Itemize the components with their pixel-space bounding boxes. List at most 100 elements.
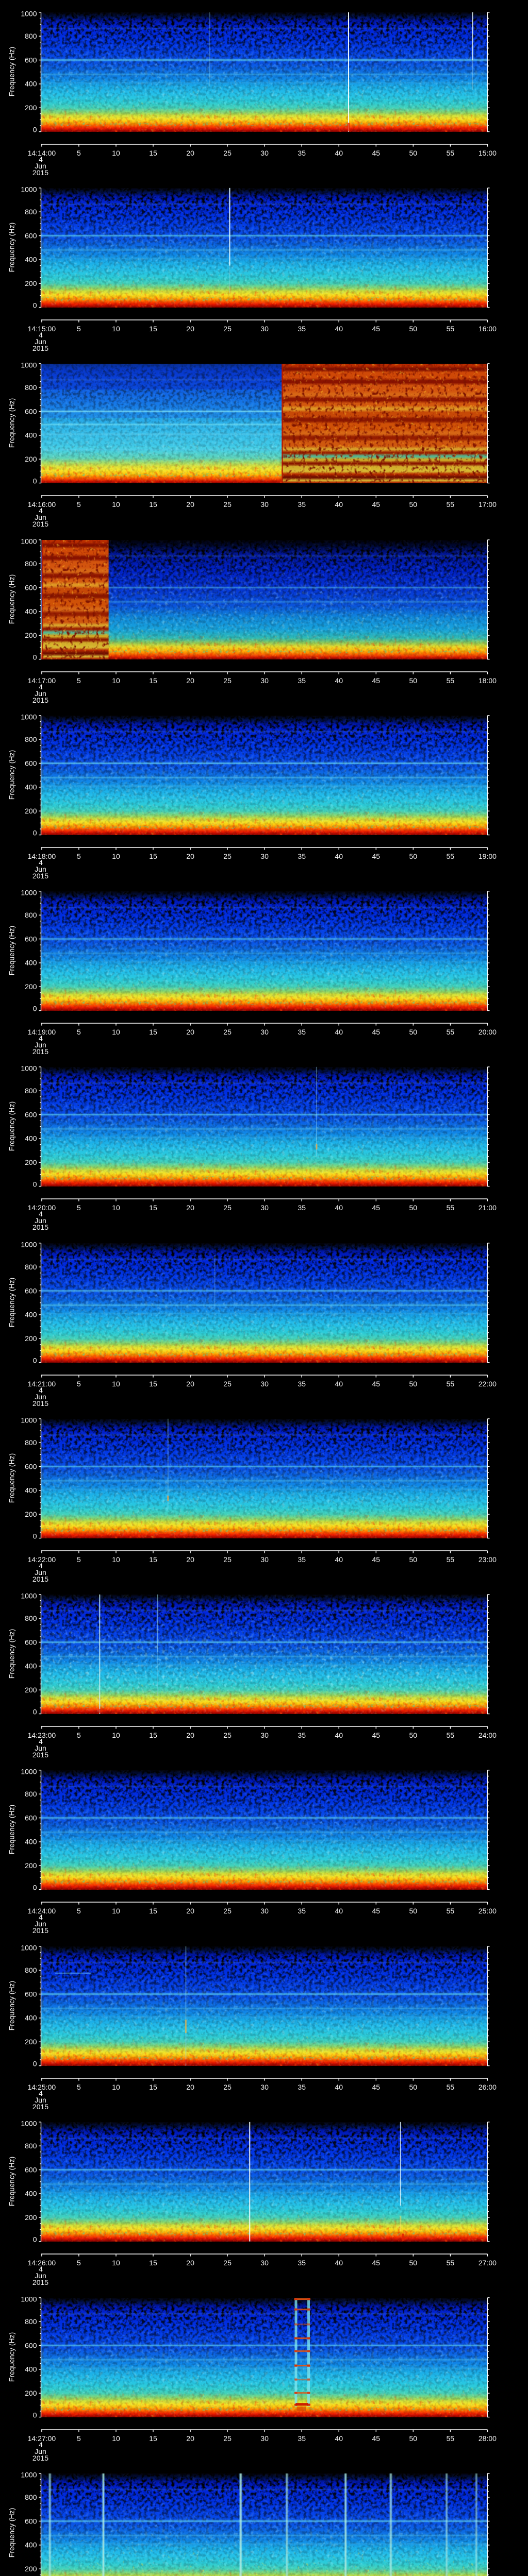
svg-text:Jun: Jun (35, 162, 46, 170)
svg-text:15: 15 (149, 852, 157, 860)
svg-text:55: 55 (447, 500, 455, 509)
svg-text:800: 800 (25, 1614, 37, 1622)
svg-text:25: 25 (223, 325, 232, 333)
svg-text:25: 25 (223, 1907, 232, 1915)
svg-text:200: 200 (25, 104, 37, 112)
svg-text:23:00: 23:00 (478, 1555, 497, 1564)
svg-text:25: 25 (223, 149, 232, 157)
svg-text:40: 40 (335, 325, 343, 333)
svg-text:35: 35 (298, 500, 306, 509)
svg-text:200: 200 (25, 1510, 37, 1518)
svg-text:Jun: Jun (35, 1744, 46, 1752)
svg-text:22:00: 22:00 (478, 1380, 497, 1388)
svg-text:10: 10 (112, 852, 120, 860)
svg-text:200: 200 (25, 2389, 37, 2397)
svg-text:800: 800 (25, 1087, 37, 1095)
svg-text:200: 200 (25, 2565, 37, 2573)
svg-text:20: 20 (186, 1731, 194, 1739)
svg-text:5: 5 (77, 500, 81, 509)
svg-text:2015: 2015 (32, 1223, 48, 1230)
svg-text:Frequency (Hz): Frequency (Hz) (7, 223, 15, 272)
svg-text:2015: 2015 (32, 1047, 48, 1055)
svg-text:Frequency (Hz): Frequency (Hz) (7, 2508, 15, 2557)
svg-text:17:00: 17:00 (478, 500, 497, 509)
svg-text:20: 20 (186, 852, 194, 860)
svg-text:20: 20 (186, 2083, 194, 2091)
svg-text:14:25:00: 14:25:00 (28, 2083, 56, 2091)
svg-text:40: 40 (335, 1907, 343, 1915)
svg-text:400: 400 (25, 2014, 37, 2022)
svg-text:1000: 1000 (21, 1416, 37, 1424)
svg-text:50: 50 (409, 500, 418, 509)
svg-text:25: 25 (223, 1204, 232, 1212)
svg-text:55: 55 (447, 1731, 455, 1739)
svg-text:20: 20 (186, 149, 194, 157)
svg-text:50: 50 (409, 2434, 418, 2443)
svg-text:15: 15 (149, 676, 157, 685)
svg-text:Jun: Jun (35, 2447, 46, 2455)
svg-text:55: 55 (447, 2259, 455, 2267)
svg-text:4: 4 (39, 2265, 43, 2273)
svg-text:40: 40 (335, 2083, 343, 2091)
svg-text:200: 200 (25, 2213, 37, 2222)
svg-text:50: 50 (409, 1555, 418, 1564)
svg-text:10: 10 (112, 1555, 120, 1564)
svg-text:0: 0 (33, 1708, 37, 1716)
svg-text:400: 400 (25, 256, 37, 264)
svg-text:5: 5 (77, 2083, 81, 2091)
svg-text:800: 800 (25, 32, 37, 40)
svg-text:30: 30 (260, 2434, 269, 2443)
svg-text:800: 800 (25, 208, 37, 216)
svg-text:45: 45 (372, 500, 381, 509)
svg-text:1000: 1000 (21, 9, 37, 18)
svg-text:45: 45 (372, 2434, 381, 2443)
svg-text:20: 20 (186, 500, 194, 509)
svg-text:4: 4 (39, 1210, 43, 1218)
svg-text:Jun: Jun (35, 1568, 46, 1577)
svg-text:45: 45 (372, 1028, 381, 1036)
svg-text:14:15:00: 14:15:00 (28, 325, 56, 333)
svg-text:4: 4 (39, 1737, 43, 1745)
svg-text:55: 55 (447, 1204, 455, 1212)
svg-text:40: 40 (335, 1731, 343, 1739)
svg-text:10: 10 (112, 1028, 120, 1036)
svg-text:2015: 2015 (32, 1575, 48, 1582)
svg-text:200: 200 (25, 631, 37, 639)
svg-text:15: 15 (149, 1380, 157, 1388)
svg-text:15: 15 (149, 2434, 157, 2443)
svg-text:5: 5 (77, 1907, 81, 1915)
svg-text:14:17:00: 14:17:00 (28, 676, 56, 685)
svg-text:25: 25 (223, 500, 232, 509)
svg-text:2015: 2015 (32, 520, 48, 527)
svg-text:50: 50 (409, 325, 418, 333)
svg-text:45: 45 (372, 2259, 381, 2267)
svg-text:800: 800 (25, 1790, 37, 1798)
svg-text:15: 15 (149, 1731, 157, 1739)
svg-text:600: 600 (25, 407, 37, 415)
svg-text:2015: 2015 (32, 2454, 48, 2461)
svg-text:35: 35 (298, 149, 306, 157)
svg-text:200: 200 (25, 1686, 37, 1694)
svg-text:800: 800 (25, 2493, 37, 2501)
svg-text:14:18:00: 14:18:00 (28, 852, 56, 860)
svg-text:Frequency (Hz): Frequency (Hz) (7, 926, 15, 975)
svg-text:55: 55 (447, 2434, 455, 2443)
svg-text:600: 600 (25, 759, 37, 767)
svg-text:0: 0 (33, 829, 37, 837)
svg-text:35: 35 (298, 1731, 306, 1739)
svg-text:35: 35 (298, 1380, 306, 1388)
svg-text:Frequency (Hz): Frequency (Hz) (7, 574, 15, 624)
svg-text:800: 800 (25, 560, 37, 568)
svg-text:15: 15 (149, 149, 157, 157)
svg-text:4: 4 (39, 683, 43, 691)
svg-text:40: 40 (335, 1555, 343, 1564)
svg-text:5: 5 (77, 1380, 81, 1388)
svg-text:15: 15 (149, 2259, 157, 2267)
svg-text:800: 800 (25, 2142, 37, 2150)
svg-text:45: 45 (372, 2083, 381, 2091)
svg-text:25: 25 (223, 1028, 232, 1036)
svg-text:4: 4 (39, 1386, 43, 1394)
svg-text:30: 30 (260, 1204, 269, 1212)
svg-text:25: 25 (223, 676, 232, 685)
svg-text:50: 50 (409, 1907, 418, 1915)
